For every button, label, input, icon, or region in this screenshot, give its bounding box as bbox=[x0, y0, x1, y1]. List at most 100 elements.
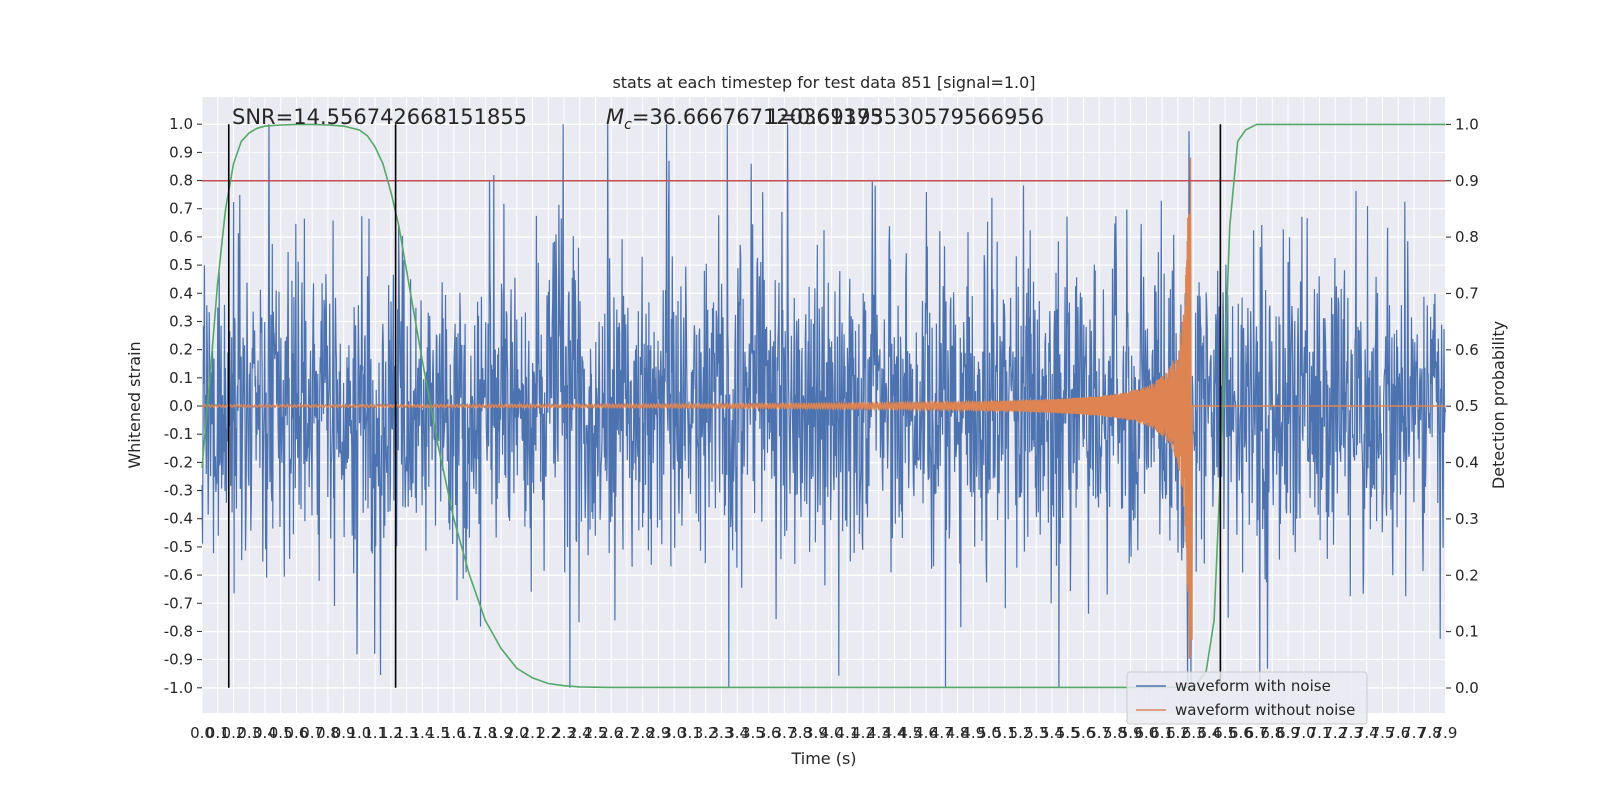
y-axis-title: Whitened strain bbox=[125, 341, 144, 468]
x-tick-label: 2.3 bbox=[552, 724, 576, 742]
chirp-mass-symbol: M bbox=[606, 105, 624, 129]
x-tick-label: 1.5 bbox=[426, 724, 450, 742]
x-tick-label: 3.8 bbox=[788, 724, 812, 742]
x-tick-label: 1.9 bbox=[489, 724, 513, 742]
x-tick-label: 4.3 bbox=[867, 724, 891, 742]
y-tick-label: -0.2 bbox=[164, 453, 193, 471]
y-tick-label: 0.6 bbox=[169, 228, 193, 246]
x-tick-label: 6.0 bbox=[1134, 724, 1158, 742]
y-tick-label: 0.5 bbox=[169, 256, 193, 274]
x-tick-label: 0.5 bbox=[269, 724, 293, 742]
y2-axis-title: Detection probability bbox=[1489, 321, 1508, 489]
x-tick-label: 7.3 bbox=[1339, 724, 1363, 742]
x-tick-label: 4.2 bbox=[851, 724, 875, 742]
x-tick-label: 3.7 bbox=[772, 724, 796, 742]
y-tick-label: 0.0 bbox=[169, 397, 193, 415]
x-tick-label: 1.6 bbox=[442, 724, 466, 742]
x-tick-label: 7.8 bbox=[1418, 724, 1442, 742]
x-tick-label: 6.4 bbox=[1197, 724, 1221, 742]
x-tick-label: 0.1 bbox=[206, 724, 230, 742]
y-tick-labels: 1.0 0.9 0.8 0.7 0.6 0.5 0.4 0.3 0.2 0.1 0.0 -0.1 -0.… bbox=[164, 115, 202, 697]
x-tick-label: 1.2 bbox=[379, 724, 403, 742]
x-tick-label: 0.0 bbox=[190, 724, 214, 742]
legend: waveform with noise waveform without noi… bbox=[1126, 671, 1368, 725]
y2-tick-label: 0.2 bbox=[1455, 566, 1479, 584]
x-tick-label: 3.6 bbox=[757, 724, 781, 742]
x-tick-label: 7.1 bbox=[1308, 724, 1332, 742]
overlap-annotation: 1=0.69193530579566956 bbox=[766, 105, 1044, 129]
y2-tick-label: 0.3 bbox=[1455, 510, 1479, 528]
x-tick-label: 5.7 bbox=[1087, 724, 1111, 742]
x-tick-label: 7.0 bbox=[1292, 724, 1316, 742]
x-tick-label: 4.0 bbox=[820, 724, 844, 742]
x-tick-label: 7.4 bbox=[1355, 724, 1379, 742]
y-tick-label: -0.8 bbox=[164, 622, 193, 640]
x-tick-label: 4.7 bbox=[930, 724, 954, 742]
legend-label-noise: waveform with noise bbox=[1175, 677, 1331, 695]
x-tick-label: 3.4 bbox=[725, 724, 749, 742]
y2-tick-label: 0.1 bbox=[1455, 623, 1479, 641]
x-tick-label: 4.6 bbox=[914, 724, 938, 742]
x-tick-label: 6.6 bbox=[1229, 724, 1253, 742]
x-tick-label: 7.7 bbox=[1402, 724, 1426, 742]
x-tick-label: 0.6 bbox=[285, 724, 309, 742]
y-tick-label: 0.7 bbox=[169, 200, 193, 218]
x-tick-label: 1.0 bbox=[347, 724, 371, 742]
legend-box bbox=[1126, 671, 1368, 725]
x-tick-label: 1.4 bbox=[410, 724, 434, 742]
x-tick-label: 0.3 bbox=[237, 724, 261, 742]
y-tick-label: 0.9 bbox=[169, 143, 193, 161]
y-tick-label: -0.9 bbox=[164, 651, 193, 669]
y-tick-label: -0.3 bbox=[164, 482, 193, 500]
chart-title: stats at each timestep for test data 851… bbox=[612, 73, 1035, 92]
y-tick-label: -0.1 bbox=[164, 425, 193, 443]
x-tick-label: 2.6 bbox=[599, 724, 623, 742]
x-tick-label: 5.9 bbox=[1119, 724, 1143, 742]
y-tick-label: 1.0 bbox=[169, 115, 193, 133]
chirp-mass-subscript: c bbox=[624, 117, 632, 133]
x-tick-label: 7.6 bbox=[1386, 724, 1410, 742]
y-tick-label: 0.3 bbox=[169, 312, 193, 330]
x-tick-label: 5.4 bbox=[1040, 724, 1064, 742]
x-tick-label: 0.2 bbox=[222, 724, 246, 742]
x-tick-label: 7.2 bbox=[1323, 724, 1347, 742]
series-waveform-without-noise bbox=[201, 157, 1446, 659]
y-tick-label: 0.2 bbox=[169, 341, 193, 359]
x-tick-label: 2.5 bbox=[584, 724, 608, 742]
y2-tick-label: 0.8 bbox=[1455, 228, 1479, 246]
x-tick-label: 2.1 bbox=[521, 724, 545, 742]
x-tick-label: 7.9 bbox=[1434, 724, 1458, 742]
x-tick-label: 3.9 bbox=[804, 724, 828, 742]
x-tick-label: 2.4 bbox=[568, 724, 592, 742]
x-tick-label: 2.7 bbox=[615, 724, 639, 742]
x-tick-label: 0.7 bbox=[300, 724, 324, 742]
x-tick-label: 5.2 bbox=[1009, 724, 1033, 742]
x-tick-label: 0.9 bbox=[332, 724, 356, 742]
x-tick-label: 3.5 bbox=[741, 724, 765, 742]
x-tick-label: 3.0 bbox=[662, 724, 686, 742]
x-tick-label: 4.8 bbox=[946, 724, 970, 742]
legend-label-clean: waveform without noise bbox=[1175, 701, 1355, 719]
chirp-mass-value: =36.666767120361375 bbox=[632, 105, 883, 129]
y-tick-label: -0.7 bbox=[164, 594, 193, 612]
x-tick-label: 3.3 bbox=[709, 724, 733, 742]
x-tick-label: 4.1 bbox=[835, 724, 859, 742]
x-tick-label: 6.3 bbox=[1182, 724, 1206, 742]
x-tick-label: 5.1 bbox=[993, 724, 1017, 742]
x-tick-label: 1.1 bbox=[363, 724, 387, 742]
x-tick-label: 1.3 bbox=[395, 724, 419, 742]
x-tick-label: 4.5 bbox=[898, 724, 922, 742]
y-tick-label: -0.5 bbox=[164, 538, 193, 556]
x-tick-label: 5.0 bbox=[977, 724, 1001, 742]
chirp-mass-annotation: Mc=36.666767120361375 bbox=[606, 105, 883, 133]
series-waveform-with-noise bbox=[201, 124, 1447, 688]
x-axis-title: Time (s) bbox=[790, 749, 856, 768]
x-tick-label: 6.2 bbox=[1166, 724, 1190, 742]
series-layer bbox=[201, 123, 1447, 689]
x-tick-label: 3.1 bbox=[678, 724, 702, 742]
x-tick-label: 0.8 bbox=[316, 724, 340, 742]
y2-tick-label: 0.5 bbox=[1455, 397, 1479, 415]
x-tick-label: 6.5 bbox=[1213, 724, 1237, 742]
x-tick-labels: 0.00.10.20.30.40.50.60.70.80.91.01.11.21… bbox=[190, 724, 1457, 742]
